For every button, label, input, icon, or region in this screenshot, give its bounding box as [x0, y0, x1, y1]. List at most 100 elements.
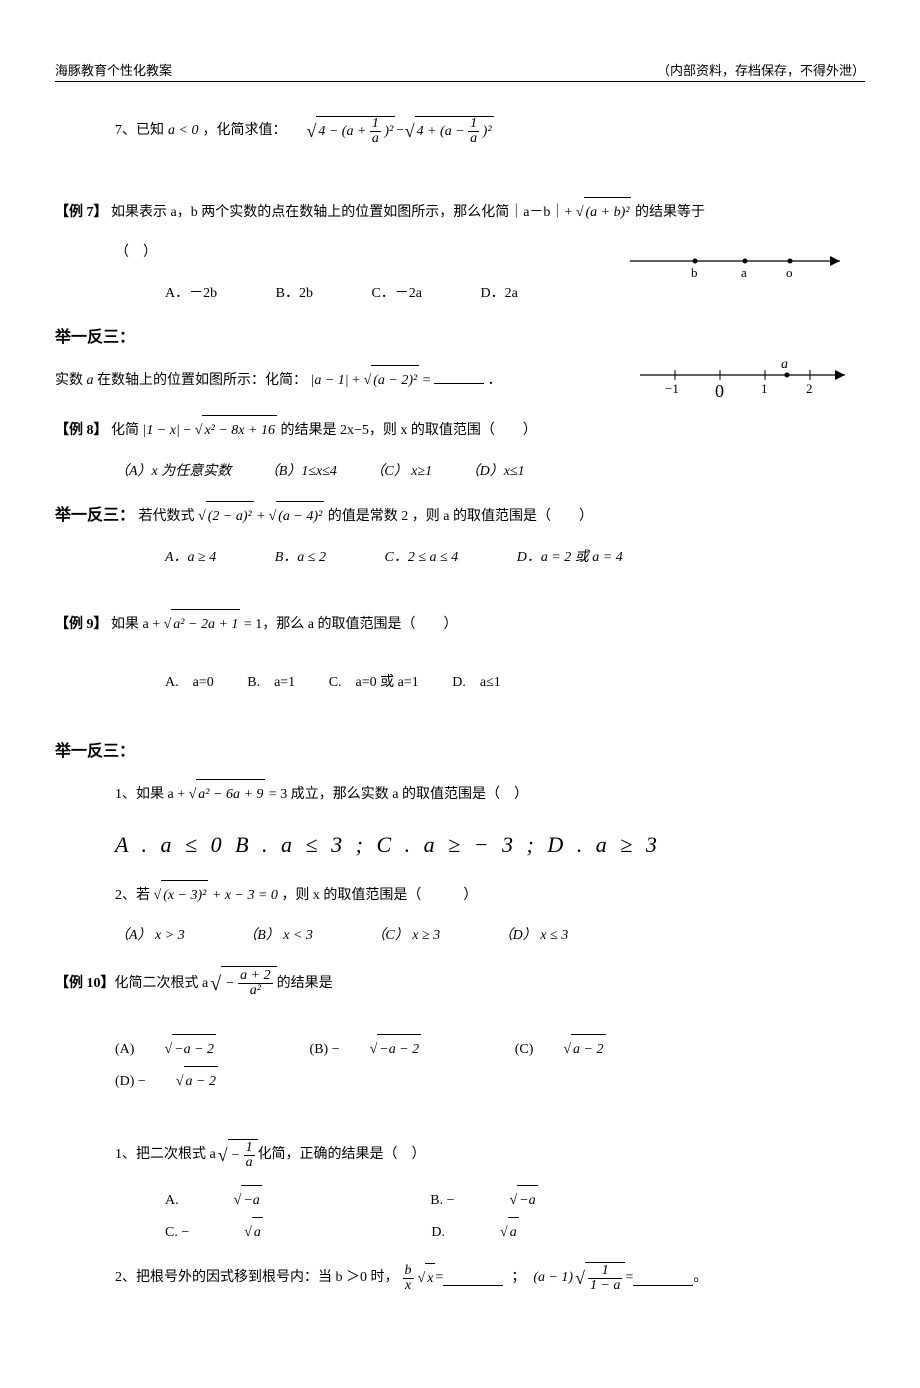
ex9-optB: B. a=1	[247, 668, 295, 699]
variant7: 实数 a 在数轴上的位置如图所示：化简： |a − 1| + √(a − 2)²…	[55, 365, 865, 397]
ex7-title: 【例 7】	[55, 205, 108, 220]
ex8-optC: （C） x≥1	[370, 457, 432, 488]
q10-1-optD: D. √a	[431, 1217, 628, 1249]
q10-1-optB: B. −√−a	[430, 1185, 647, 1217]
ex10-optB: (B) −√−a − 2	[310, 1034, 482, 1066]
ex10-sqrt-sym: √	[210, 962, 221, 1006]
ex7-options-row: A．－2b B．2b C．－2a D．2a b a o	[55, 279, 865, 310]
ex9-optD: D. a≤1	[452, 668, 501, 699]
svg-text:−1: −1	[665, 381, 679, 396]
ex9-sqrt: √a² − 2a + 1	[164, 617, 241, 632]
ex10-options: (A) √−a − 2 (B) −√−a − 2 (C) √a − 2 (D) …	[55, 1034, 865, 1098]
variant-title-2: 举一反三：	[55, 507, 135, 524]
q10-2-blank1	[443, 1271, 503, 1286]
variant7-sqrt: √(a − 2)²	[364, 373, 420, 388]
q10-1-sqrt-sym: √	[218, 1136, 228, 1176]
ex10-optD: (D) −√a − 2	[115, 1066, 278, 1098]
ex8-options: （A）x 为任意实数 （B）1≤x≤4 （C） x≥1 （D）x≤1	[55, 457, 865, 488]
q10-1-options: A. √−a B. −√−a C. −√a D. √a	[55, 1185, 865, 1249]
svg-text:o: o	[786, 265, 793, 280]
variant9-q1-sqrt: √a² − 6a + 9	[189, 787, 266, 802]
svg-text:0: 0	[715, 381, 724, 401]
svg-text:a: a	[741, 265, 747, 280]
ex9-title: 【例 9】	[55, 617, 108, 632]
variant9-q2-options: （A） x > 3 （B） x < 3 （C） x ≥ 3 （D） x ≤ 3	[55, 921, 865, 952]
page-header: 海豚教育个性化教案 （内部资料，存档保存，不得外泄）	[55, 60, 865, 79]
variant9-q2C: （C） x ≥ 3	[371, 921, 440, 952]
ex9-options: A. a=0 B. a=1 C. a=0 或 a=1 D. a≤1	[55, 668, 865, 699]
variant8-options: A．a ≥ 4 B．a ≤ 2 C．2 ≤ a ≤ 4 D．a = 2 或 a …	[55, 543, 865, 574]
variant7-abs: |a − 1|	[311, 373, 349, 388]
ex7-optD: D．2a	[481, 279, 518, 310]
variant8-optD: D．a = 2 或 a = 4	[517, 543, 623, 574]
example-7: 【例 7】 如果表示 a，b 两个实数的点在数轴上的位置如图所示，那么化简｜a－…	[55, 197, 865, 229]
variant8-sqrt1: √(2 − a)²	[198, 509, 254, 524]
ex8-optD: （D）x≤1	[466, 457, 525, 488]
svg-text:b: b	[691, 265, 698, 280]
header-left: 海豚教育个性化教案	[55, 60, 172, 79]
q7-minus: −	[395, 116, 404, 147]
q10-2-blank2	[633, 1271, 693, 1286]
ex7-number-line: b a o	[625, 249, 855, 289]
ex8-abs: |1 − x|	[143, 423, 180, 438]
variant8-sqrt2: √(a − 4)²	[269, 509, 325, 524]
question-7: 7、已知 a < 0 ，化简求值： √ 4 − (a + 1a )² − √ 4…	[55, 112, 865, 152]
variant8: 举一反三： 若代数式 √(2 − a)² + √(a − 4)² 的值是常数 2…	[55, 498, 865, 533]
q10-2-coef2: (a − 1)	[533, 1263, 573, 1294]
ex7-optA: A．－2b	[165, 279, 217, 310]
header-right: （内部资料，存档保存，不得外泄）	[657, 60, 865, 79]
ex8-title: 【例 8】	[55, 423, 108, 438]
ex8-optB: （B）1≤x≤4	[265, 457, 337, 488]
svg-text:1: 1	[761, 381, 768, 396]
variant9-q2B: （B） x < 3	[243, 921, 313, 952]
variant9-q2A: （A） x > 3	[115, 921, 185, 952]
variant-title-1: 举一反三：	[55, 320, 865, 355]
q7-mid: ，化简求值：	[202, 116, 286, 147]
example-9: 【例 9】 如果 a + √a² − 2a + 1 = 1，那么 a 的取值范围…	[55, 609, 865, 641]
header-divider	[55, 81, 865, 82]
variant9-q2: 2、若 √(x − 3)² + x − 3 = 0 ，则 x 的取值范围是（ ）	[55, 880, 865, 912]
ex7-text2: 的结果等于	[635, 205, 705, 220]
q10-2-frac1: b x	[403, 1264, 414, 1293]
ex10-optC: (C) √a − 2	[515, 1034, 666, 1066]
ex7-text1: 如果表示 a，b 两个实数的点在数轴上的位置如图所示，那么化简｜a－b｜+	[111, 205, 572, 220]
variant7-number-line: −1 0 1 2 a	[635, 353, 855, 403]
ex7-sqrt: √(a + b)²	[576, 205, 632, 220]
ex9-optA: A. a=0	[165, 668, 214, 699]
ex7-optC: C．－2a	[371, 279, 422, 310]
ex9-optC: C. a=0 或 a=1	[329, 668, 419, 699]
q10-2-sqrt1: √x	[418, 1263, 436, 1295]
q7-rad1: 4 − (a + 1a )²	[316, 116, 395, 148]
ex10-title: 【例 10】	[55, 969, 115, 1000]
q10-2-sqrt2-sym: √	[575, 1259, 585, 1299]
q7-rad2: 4 + (a − 1a )²	[415, 116, 494, 148]
variant9-q2D: （D） x ≤ 3	[499, 921, 569, 952]
svg-text:a: a	[781, 357, 788, 372]
example-10: 【例 10】 化简二次根式 a √ − a + 2 a² 的结果是	[55, 962, 865, 1006]
q10-2-rad2: 1 1 − a	[585, 1262, 625, 1296]
variant8-optA: A．a ≥ 4	[165, 543, 216, 574]
variant7-blank	[434, 369, 484, 384]
ex8-sqrt: √x² − 8x + 16	[195, 423, 277, 438]
worksheet-page: 海豚教育个性化教案 （内部资料，存档保存，不得外泄） 7、已知 a < 0 ，化…	[0, 0, 920, 1388]
q10-1-optC: C. −√a	[165, 1217, 373, 1249]
q10-1-rad: − 1 a	[228, 1139, 258, 1173]
variant9-q1: 1、如果 a + √a² − 6a + 9 = 3 成立，那么实数 a 的取值范…	[55, 779, 865, 811]
q7-condition: a < 0	[168, 116, 198, 147]
ex8-optA: （A）x 为任意实数	[115, 457, 231, 488]
ex10-optA: (A) √−a − 2	[115, 1034, 276, 1066]
variant8-optB: B．a ≤ 2	[275, 543, 326, 574]
q7-sqrt-2: √	[405, 112, 415, 152]
q10-1-optA: A. √−a	[165, 1185, 372, 1217]
q10-2: 2、把根号外的因式移到根号内：当 b ＞0 时， b x √x = ； (a −…	[55, 1259, 865, 1299]
variant9-q1-bigopts: A . a ≤ 0 B . a ≤ 3 ; C . a ≥ − 3 ; D . …	[55, 821, 865, 869]
q7-sqrt-1: √	[306, 112, 316, 152]
variant-title-3: 举一反三：	[55, 734, 865, 769]
variant8-optC: C．2 ≤ a ≤ 4	[385, 543, 459, 574]
ex10-rad: − a + 2 a²	[221, 966, 276, 1002]
ex7-optB: B．2b	[276, 279, 313, 310]
q7-prefix: 7、已知	[115, 116, 164, 147]
svg-text:2: 2	[806, 381, 813, 396]
variant9-q2-sqrt: √(x − 3)²	[154, 888, 209, 903]
q10-1: 1、把二次根式 a √ − 1 a 化简，正确的结果是（ ）	[55, 1136, 865, 1176]
